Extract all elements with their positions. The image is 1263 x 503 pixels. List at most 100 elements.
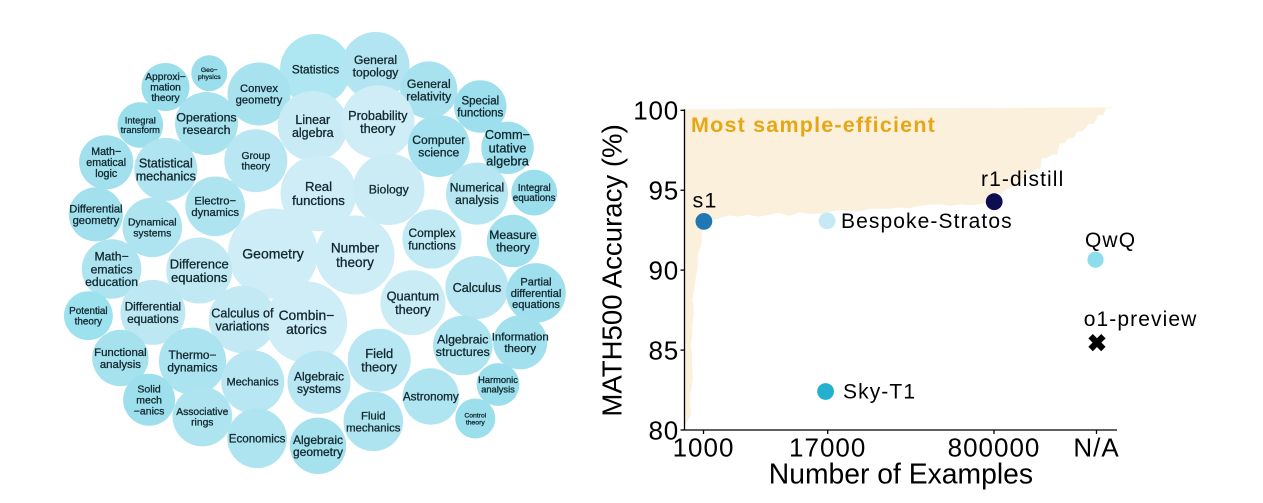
svg-text:equations: equations xyxy=(127,312,179,326)
svg-text:theory: theory xyxy=(496,241,531,255)
svg-text:Fluid: Fluid xyxy=(361,411,386,423)
svg-text:Calculus: Calculus xyxy=(453,281,502,295)
svg-text:s1: s1 xyxy=(693,188,718,213)
svg-text:dynamics: dynamics xyxy=(167,361,217,375)
svg-text:QwQ: QwQ xyxy=(1085,229,1136,252)
svg-text:equations: equations xyxy=(513,193,556,204)
svg-text:science: science xyxy=(418,146,459,160)
svg-text:Real: Real xyxy=(305,179,332,194)
svg-text:Harmonic: Harmonic xyxy=(478,375,518,385)
svg-text:ematical: ematical xyxy=(86,157,126,169)
svg-text:theory: theory xyxy=(360,122,396,136)
svg-text:Computer: Computer xyxy=(412,133,465,147)
svg-text:structures: structures xyxy=(436,345,490,359)
svg-text:Control: Control xyxy=(464,412,486,419)
svg-text:Geo−: Geo− xyxy=(201,67,218,74)
svg-text:analysis: analysis xyxy=(100,359,141,371)
svg-text:theory: theory xyxy=(75,316,103,327)
svg-text:Thermo−: Thermo− xyxy=(169,348,217,362)
svg-text:Biology: Biology xyxy=(369,183,410,197)
svg-text:variations: variations xyxy=(215,320,269,334)
svg-text:Convex: Convex xyxy=(240,83,278,95)
svg-text:theory: theory xyxy=(466,419,485,426)
svg-text:transform: transform xyxy=(121,125,161,135)
svg-text:rings: rings xyxy=(191,418,213,429)
svg-text:logic: logic xyxy=(95,168,118,180)
svg-text:functions: functions xyxy=(457,108,503,120)
svg-text:physics: physics xyxy=(198,74,221,81)
svg-text:functions: functions xyxy=(292,193,345,208)
svg-text:r1-distill: r1-distill xyxy=(981,168,1064,191)
svg-text:Combin−: Combin− xyxy=(279,308,335,323)
svg-text:research: research xyxy=(183,123,231,137)
svg-text:analysis: analysis xyxy=(455,193,499,207)
svg-text:Algebraic: Algebraic xyxy=(437,332,488,346)
svg-text:systems: systems xyxy=(133,228,171,239)
svg-text:theory: theory xyxy=(151,93,180,104)
svg-text:Measure: Measure xyxy=(489,228,537,242)
svg-text:Solid: Solid xyxy=(137,384,161,396)
svg-text:mechanics: mechanics xyxy=(136,169,196,183)
svg-text:Number: Number xyxy=(331,241,380,256)
svg-text:MATH500 Accuracy (%): MATH500 Accuracy (%) xyxy=(597,124,628,416)
svg-text:Field: Field xyxy=(365,346,393,361)
svg-text:Numerical: Numerical xyxy=(450,181,504,195)
svg-text:algebra: algebra xyxy=(292,126,334,140)
svg-text:Quantum: Quantum xyxy=(387,289,440,304)
svg-text:Astronomy: Astronomy xyxy=(403,391,459,404)
svg-text:Potential: Potential xyxy=(69,306,107,317)
svg-text:Information: Information xyxy=(492,331,549,343)
svg-text:Electro−: Electro− xyxy=(194,195,236,207)
svg-text:Statistical: Statistical xyxy=(139,156,193,170)
svg-text:equations: equations xyxy=(512,299,560,311)
svg-text:Differential: Differential xyxy=(69,204,122,216)
svg-text:General: General xyxy=(354,53,397,67)
svg-text:Math−: Math− xyxy=(94,250,128,264)
svg-text:geometry: geometry xyxy=(293,445,343,459)
svg-text:Group: Group xyxy=(241,151,270,162)
svg-text:Operations: Operations xyxy=(176,110,236,124)
svg-text:Most sample-efficient: Most sample-efficient xyxy=(691,113,936,137)
svg-text:1000: 1000 xyxy=(673,433,735,463)
svg-text:Differential: Differential xyxy=(125,299,182,313)
svg-text:topology: topology xyxy=(353,66,400,80)
svg-text:differential: differential xyxy=(511,288,562,300)
svg-text:functions: functions xyxy=(408,238,456,252)
svg-text:Economics: Economics xyxy=(229,432,286,445)
svg-text:85: 85 xyxy=(648,335,679,365)
svg-text:Approxi−: Approxi− xyxy=(145,72,186,83)
svg-text:80: 80 xyxy=(648,415,679,445)
svg-text:Probability: Probability xyxy=(348,109,408,123)
svg-text:Number of Examples: Number of Examples xyxy=(769,458,1033,490)
svg-text:95: 95 xyxy=(648,176,679,206)
svg-text:800000: 800000 xyxy=(948,433,1041,463)
svg-text:N/A: N/A xyxy=(1073,433,1119,463)
svg-text:dynamics: dynamics xyxy=(191,207,239,219)
svg-text:Calculus of: Calculus of xyxy=(211,306,274,320)
svg-text:Partial: Partial xyxy=(520,276,551,288)
svg-text:−anics: −anics xyxy=(134,405,165,417)
svg-text:theory: theory xyxy=(361,359,397,374)
svg-text:Sky-T1: Sky-T1 xyxy=(843,381,916,404)
svg-text:education: education xyxy=(85,275,138,289)
svg-text:equations: equations xyxy=(171,270,228,285)
svg-text:General: General xyxy=(407,77,451,91)
svg-text:Integral: Integral xyxy=(518,183,551,194)
svg-text:analysis: analysis xyxy=(481,385,515,395)
svg-text:geometry: geometry xyxy=(236,95,283,107)
svg-text:Associative: Associative xyxy=(176,407,228,418)
svg-text:90: 90 xyxy=(648,255,679,285)
svg-text:Comm−: Comm− xyxy=(485,127,530,142)
svg-text:relativity: relativity xyxy=(406,90,452,104)
svg-text:systems: systems xyxy=(297,382,341,396)
svg-text:Complex: Complex xyxy=(409,226,456,240)
svg-text:ematics: ematics xyxy=(91,262,133,276)
svg-text:Bespoke-Stratos: Bespoke-Stratos xyxy=(841,210,1013,233)
svg-text:utative: utative xyxy=(489,140,527,155)
svg-text:theory: theory xyxy=(336,255,374,270)
svg-text:mechanics: mechanics xyxy=(346,422,401,434)
svg-text:Algebraic: Algebraic xyxy=(293,433,343,447)
svg-text:Dynamical: Dynamical xyxy=(128,218,177,229)
svg-text:theory: theory xyxy=(395,302,431,317)
svg-text:100: 100 xyxy=(633,96,679,126)
